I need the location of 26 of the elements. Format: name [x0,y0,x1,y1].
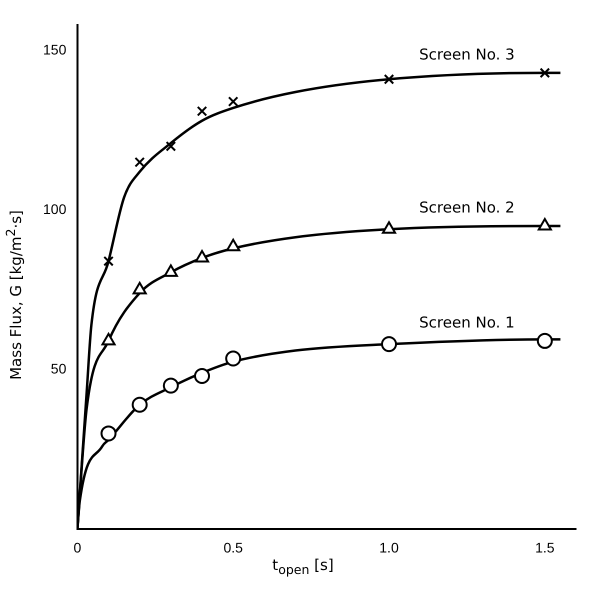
point [166,141,176,152]
x-axis-title: t$_{open}$ [s] [271,556,335,577]
point [132,396,148,413]
point [384,74,394,84]
y-tick-label: 50 [50,360,67,376]
y-tick-label: 100 [43,200,67,217]
point [536,332,553,349]
point [194,368,210,384]
point [540,68,550,78]
series-label: Screen No. 3 [419,45,515,64]
point [381,336,398,352]
series-label: Screen No. 2 [419,198,515,216]
x-tick-label: 0.5 [223,539,244,556]
y-tick-label: 150 [43,41,67,58]
x-tick-label: 1.5 [535,539,555,556]
point [162,378,179,394]
series-label: Screen No. 1 [419,313,515,332]
point [103,256,114,266]
point [134,156,145,168]
point [228,96,238,107]
point [538,218,552,231]
x-tick-label: 0 [73,539,82,556]
point [100,425,117,442]
point [196,106,208,116]
point [225,350,242,366]
x-tick-label: 1.0 [379,539,399,556]
